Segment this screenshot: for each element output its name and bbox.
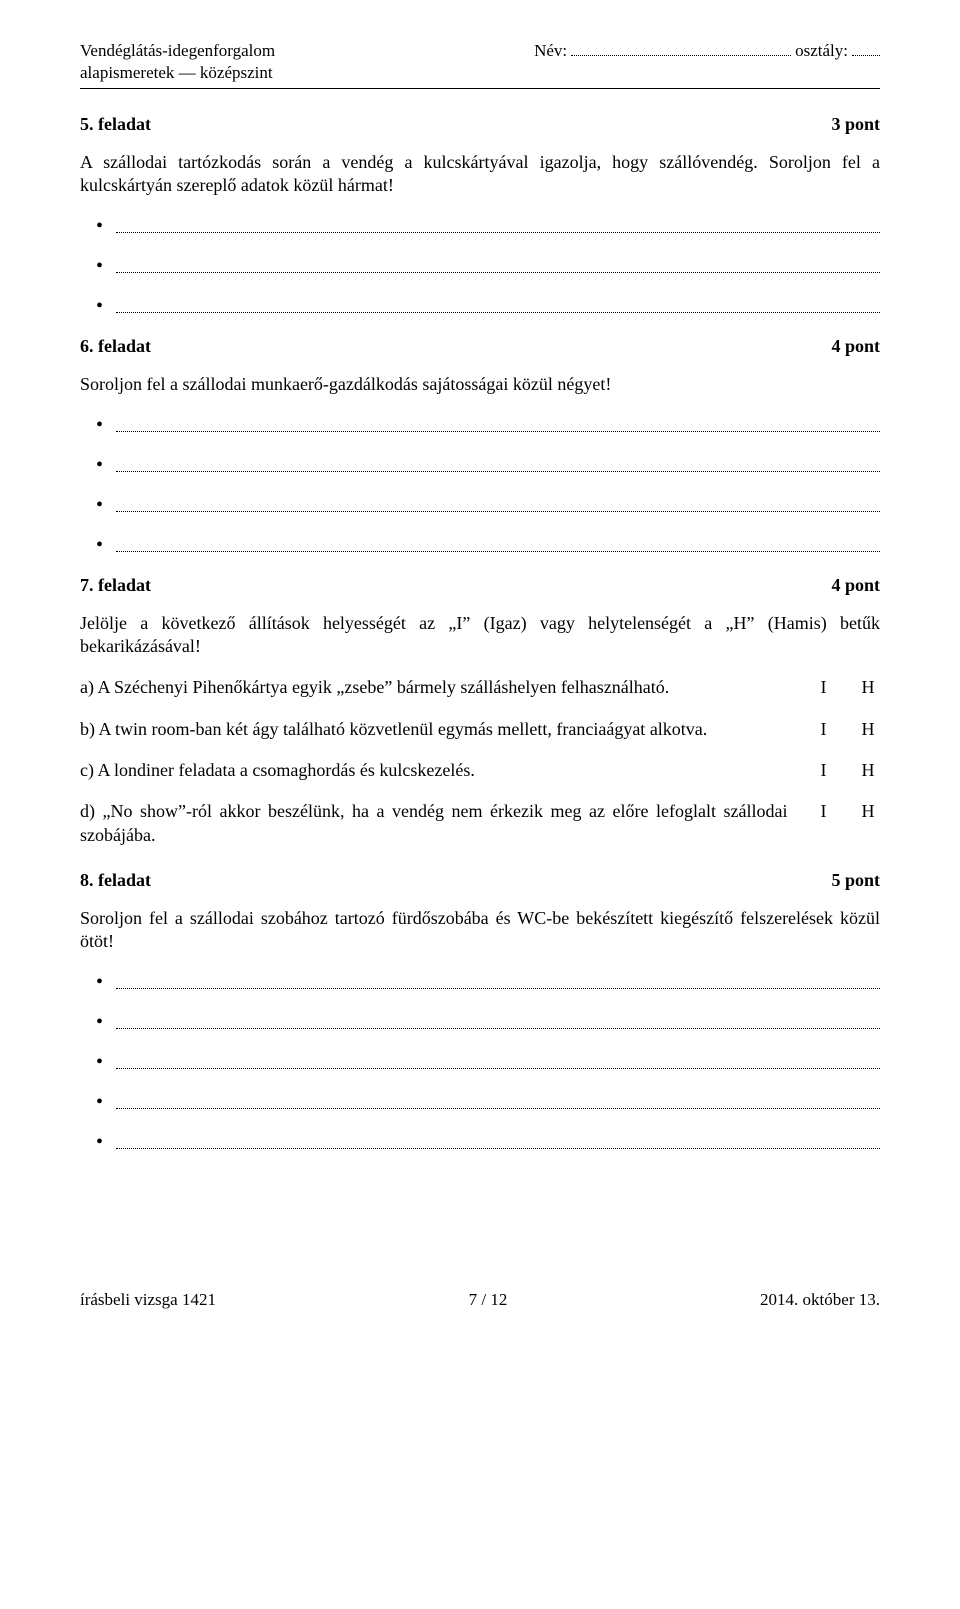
task-8-title: 8. feladat [80,869,151,892]
name-label: Név: [534,40,567,62]
task-6-body: Soroljon fel a szállodai munkaerő-gazdál… [80,373,880,396]
name-field-line [571,41,791,56]
task-6-header: 6. feladat 4 pont [80,335,880,358]
tf-item-d: d) „No show”-ról akkor beszélünk, ha a v… [80,800,880,847]
answer-line [116,1091,880,1109]
subject-line-1: Vendéglátás-idegenforgalom [80,40,275,62]
tf-item-b: b) A twin room-ban két ágy található köz… [80,718,880,741]
choice-true[interactable]: I [812,718,836,741]
choice-false[interactable]: H [856,718,880,741]
tf-item-c-text: c) A londiner feladata a csomaghordás és… [80,759,812,782]
task-5-title: 5. feladat [80,113,151,136]
answer-line [116,454,880,472]
answer-line [116,1011,880,1029]
task-5-bullets [80,215,880,313]
choice-true[interactable]: I [812,676,836,699]
answer-line [116,414,880,432]
tf-item-c: c) A londiner feladata a csomaghordás és… [80,759,880,782]
list-item [116,1131,880,1149]
answer-line [116,1131,880,1149]
task-7-title: 7. feladat [80,574,151,597]
subject-line-2: alapismeretek — középszint [80,62,275,84]
list-item [116,215,880,233]
choice-false[interactable]: H [856,759,880,782]
tf-item-d-choices: I H [812,800,881,823]
answer-line [116,255,880,273]
list-item [116,494,880,512]
task-8-body: Soroljon fel a szállodai szobához tartoz… [80,907,880,954]
class-field-line [852,41,880,56]
answer-line [116,1051,880,1069]
task-7-body: Jelölje a következő állítások helyességé… [80,612,880,659]
tf-item-a: a) A Széchenyi Pihenőkártya egyik „zsebe… [80,676,880,699]
list-item [116,534,880,552]
task-6-points: 4 pont [831,335,880,358]
tf-item-c-choices: I H [812,759,881,782]
task-6-title: 6. feladat [80,335,151,358]
footer-center: 7 / 12 [469,1289,508,1311]
task-6-bullets [80,414,880,552]
list-item [116,295,880,313]
choice-false[interactable]: H [856,800,880,823]
page-header: Vendéglátás-idegenforgalom alapismeretek… [80,40,880,89]
list-item [116,1051,880,1069]
task-5-points: 3 pont [831,113,880,136]
task-7-points: 4 pont [831,574,880,597]
task-8-bullets [80,971,880,1149]
tf-item-b-text: b) A twin room-ban két ágy található köz… [80,718,812,741]
choice-false[interactable]: H [856,676,880,699]
list-item [116,1091,880,1109]
task-7-header: 7. feladat 4 pont [80,574,880,597]
tf-item-b-choices: I H [812,718,881,741]
task-8-points: 5 pont [831,869,880,892]
task-8-header: 8. feladat 5 pont [80,869,880,892]
footer-left: írásbeli vizsga 1421 [80,1289,216,1311]
answer-line [116,494,880,512]
list-item [116,1011,880,1029]
tf-item-a-choices: I H [812,676,881,699]
name-class-block: Név: osztály: [534,40,880,62]
answer-line [116,215,880,233]
answer-line [116,534,880,552]
answer-line [116,971,880,989]
task-5-body: A szállodai tartózkodás során a vendég a… [80,151,880,198]
list-item [116,414,880,432]
choice-true[interactable]: I [812,759,836,782]
task-5-header: 5. feladat 3 pont [80,113,880,136]
subject-block: Vendéglátás-idegenforgalom alapismeretek… [80,40,275,84]
tf-item-d-text: d) „No show”-ról akkor beszélünk, ha a v… [80,800,812,847]
list-item [116,255,880,273]
class-label: osztály: [795,40,848,62]
answer-line [116,295,880,313]
footer-right: 2014. október 13. [760,1289,880,1311]
choice-true[interactable]: I [812,800,836,823]
list-item [116,971,880,989]
tf-item-a-text: a) A Széchenyi Pihenőkártya egyik „zsebe… [80,676,812,699]
list-item [116,454,880,472]
page-footer: írásbeli vizsga 1421 7 / 12 2014. októbe… [80,1289,880,1311]
